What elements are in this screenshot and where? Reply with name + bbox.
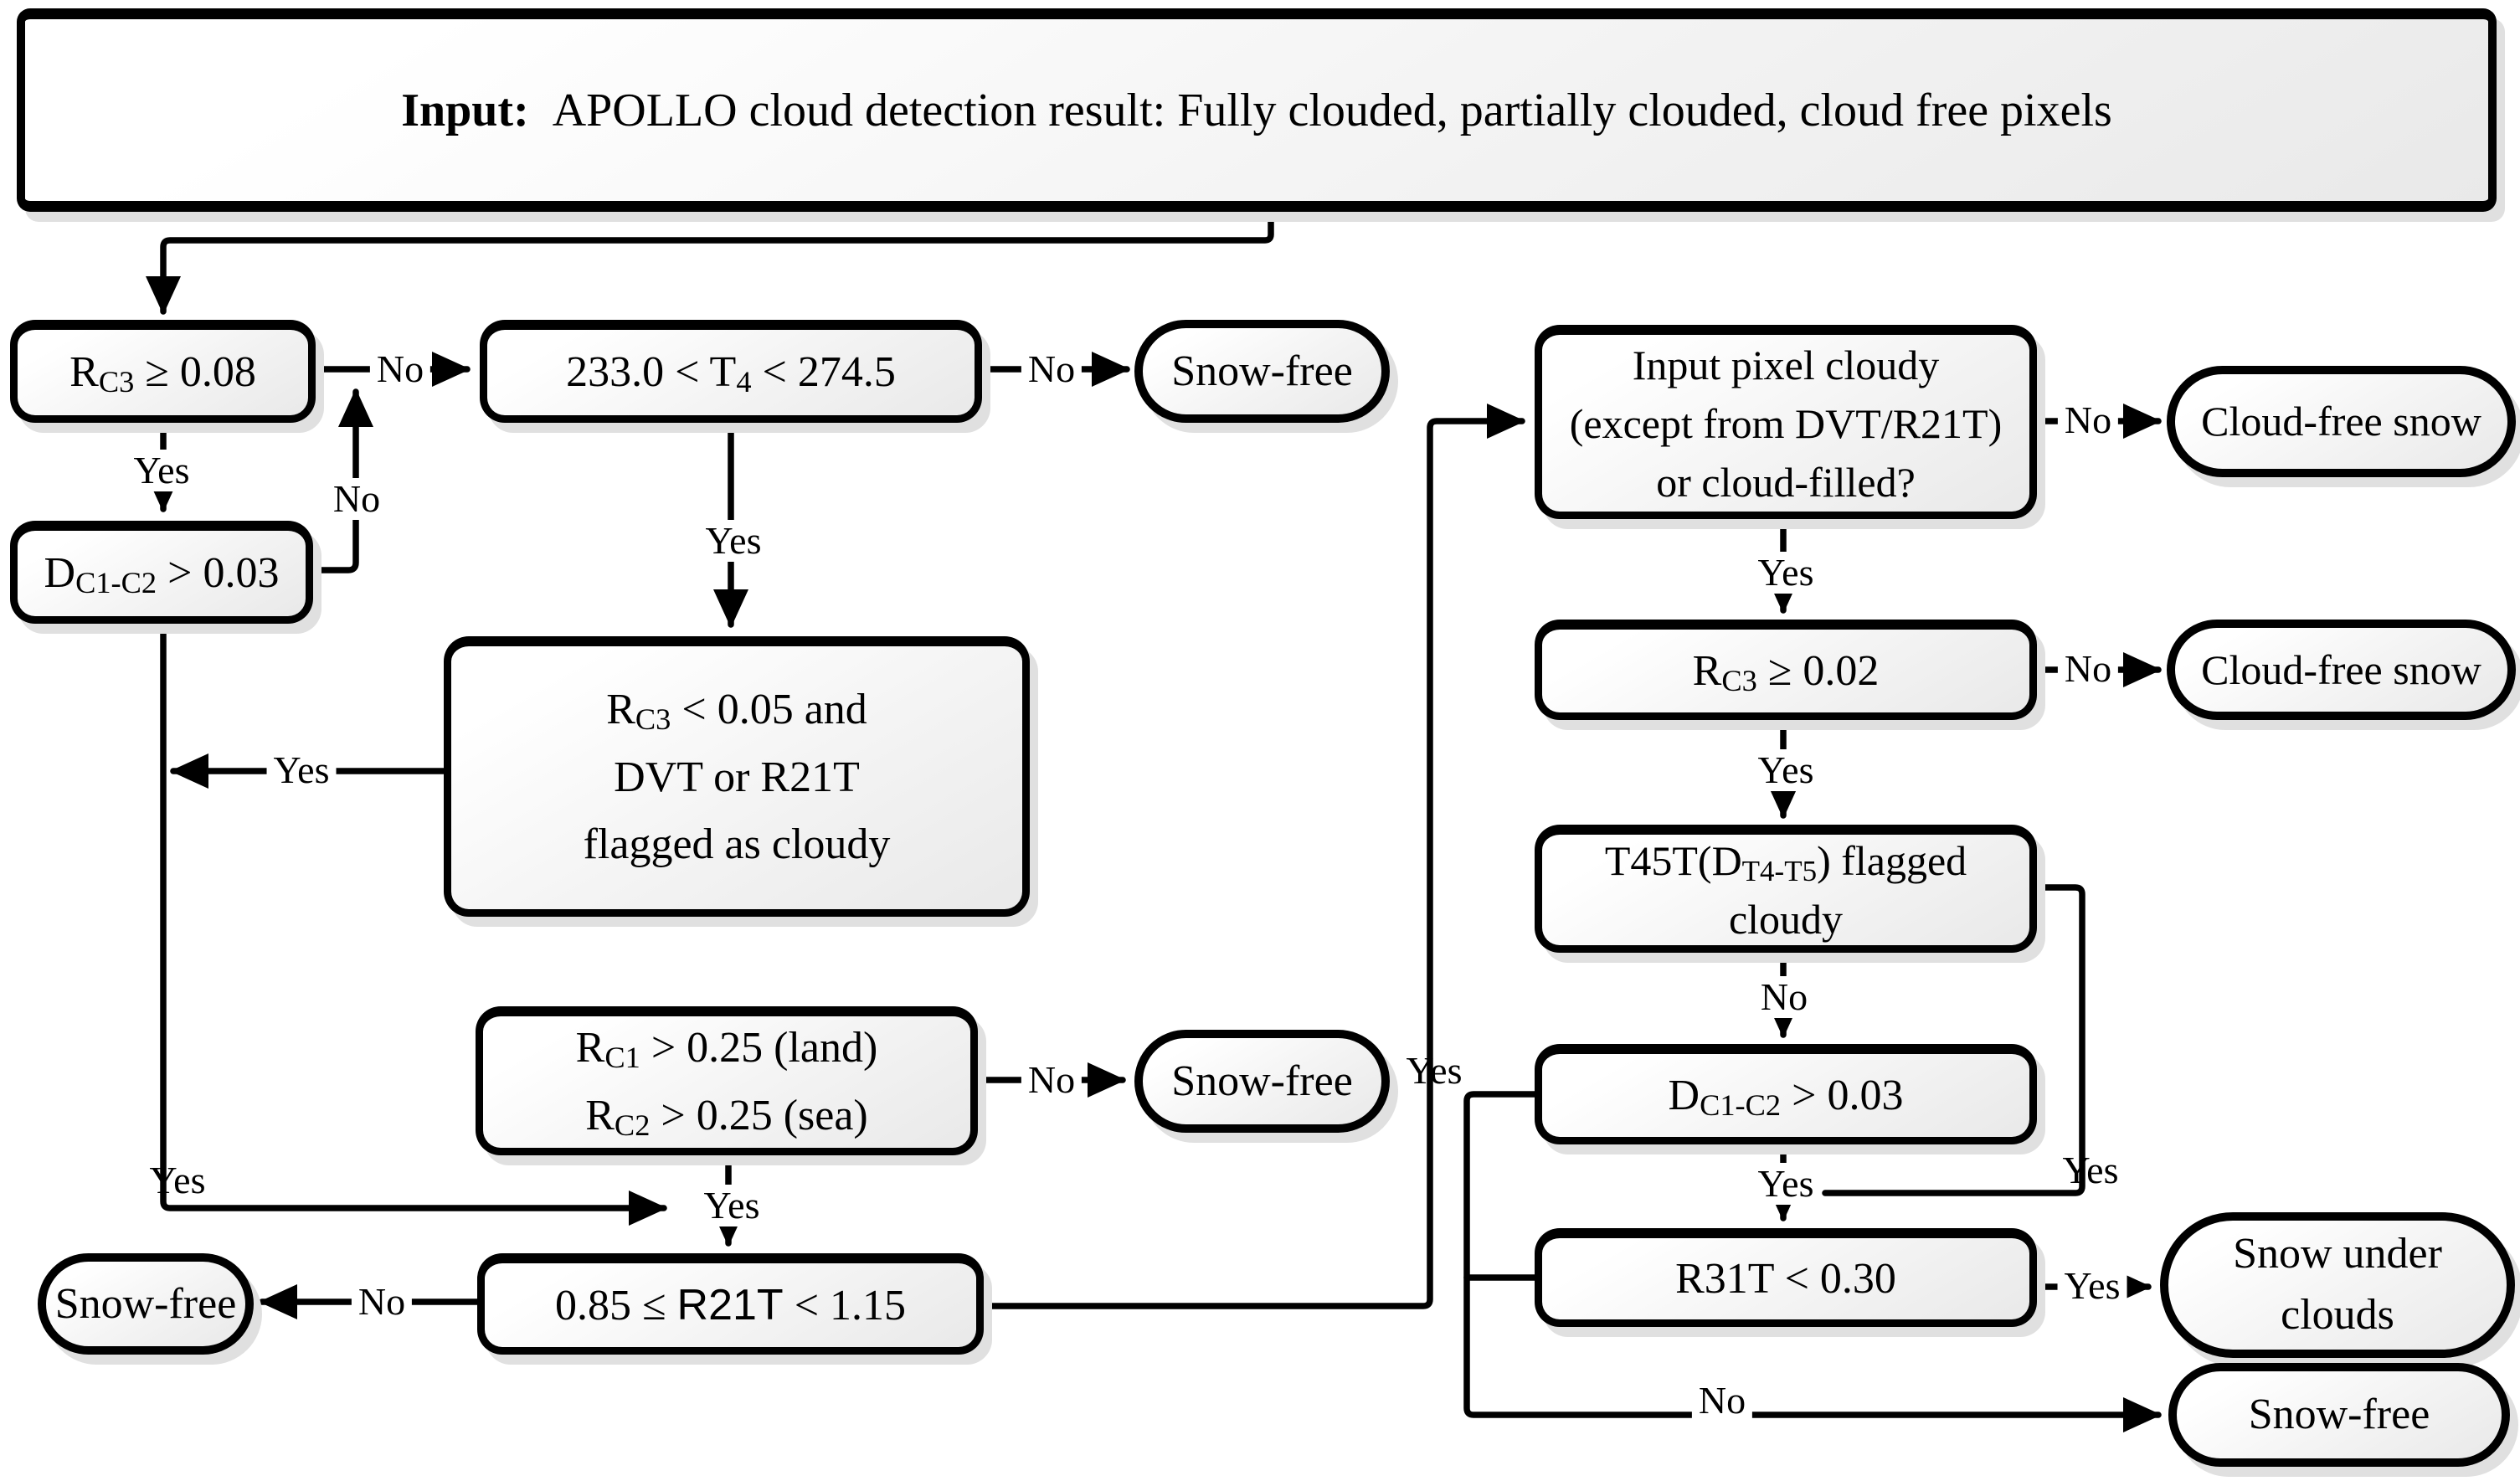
node-input: Input: APOLLO cloud detection result: Ful… (17, 8, 2497, 212)
node-t45t-flagged: T45T(DT4-T5) flagged cloudy (1535, 825, 2037, 953)
edge-label-yes: Yes (1406, 1049, 1463, 1092)
edge-label-no: No (369, 348, 431, 390)
edge-label-no: No (351, 1281, 413, 1323)
edge-label-no: No (1691, 1380, 1753, 1422)
edge-dc1c2left-no (310, 388, 373, 573)
node-r31t: R31T < 0.30 (1535, 1228, 2037, 1327)
edge-label-no: No (1021, 348, 1083, 390)
edge-label-no: No (1021, 1059, 1083, 1101)
node-rc3-ge-008: RC3 ≥ 0.08 (10, 320, 316, 423)
edge-input-to-rc3008 (146, 208, 1274, 315)
edge-right-no-rail (1463, 1091, 2162, 1432)
edge-left-rail (160, 620, 667, 1226)
node-rc3-ge-002: RC3 ≥ 0.02 (1535, 620, 2037, 720)
result-snow-free-2: Snow-free (1134, 1030, 1390, 1133)
edge-label-no: No (2057, 648, 2119, 690)
edge-label-no: No (1753, 976, 1815, 1018)
node-r21t-range: 0.85 ≤ R21T < 1.15 (477, 1253, 984, 1355)
edge-label-yes: Yes (2062, 1149, 2119, 1191)
result-cloud-free-snow-1: Cloud-free snow (2167, 366, 2516, 477)
result-cloud-free-snow-2: Cloud-free snow (2167, 620, 2516, 720)
edge-label-yes: Yes (2057, 1265, 2127, 1307)
edge-t45t-yes (1822, 884, 2085, 1196)
edge-label-yes: Yes (126, 450, 197, 491)
node-rc3-lt-005-dvt-r21t: RC3 < 0.05 and DVT or R21T flagged as cl… (444, 636, 1030, 917)
node-dc1c2-left: DC1-C2 > 0.03 (10, 521, 313, 624)
edge-label-yes: Yes (698, 520, 769, 562)
result-snow-free-4: Snow-free (2168, 1363, 2510, 1467)
edge-label-no: No (2057, 399, 2119, 441)
node-input-pixel-cloudy: Input pixel cloudy (except from DVT/R21T… (1535, 325, 2037, 519)
edge-label-no: No (326, 478, 388, 520)
edge-label-yes: Yes (1751, 749, 1821, 791)
edge-label-yes: Yes (266, 749, 337, 791)
edge-r21t-yes (980, 404, 1525, 1309)
node-rc1-rc2: RC1 > 0.25 (land) RC2 > 0.25 (sea) (476, 1006, 978, 1155)
result-snow-free-3: Snow-free (38, 1253, 254, 1355)
input-text: Input: APOLLO cloud detection result: Ful… (401, 84, 2112, 136)
edge-label-yes: Yes (1751, 1163, 1821, 1205)
edge-label-yes: Yes (149, 1159, 206, 1201)
edge-label-yes: Yes (697, 1185, 767, 1226)
node-t4-range: 233.0 < T4 < 274.5 (480, 320, 982, 423)
result-snow-under-clouds: Snow under clouds (2160, 1212, 2515, 1358)
result-snow-free-1: Snow-free (1134, 320, 1390, 423)
node-dc1c2-right: DC1-C2 > 0.03 (1535, 1044, 2037, 1144)
edge-label-yes: Yes (1751, 552, 1821, 594)
